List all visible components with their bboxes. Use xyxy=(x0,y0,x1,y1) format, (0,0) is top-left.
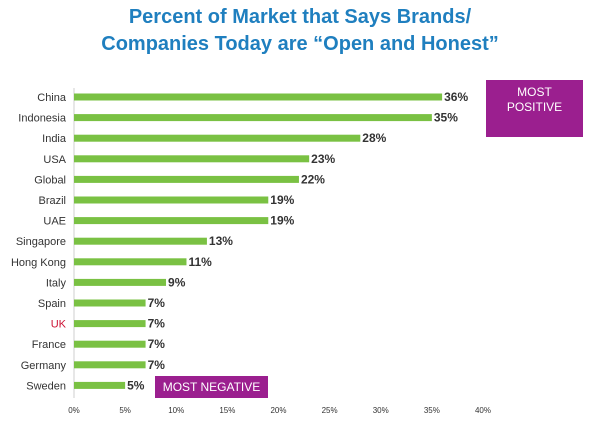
value-label: 7% xyxy=(148,296,166,310)
most-positive-line-2: POSITIVE xyxy=(506,100,563,114)
category-label: UK xyxy=(51,319,67,331)
value-label: 19% xyxy=(270,214,294,228)
x-tick-label: 35% xyxy=(424,406,440,415)
category-label: Brazil xyxy=(38,195,66,207)
title-line-2: Companies Today are “Open and Honest” xyxy=(101,33,499,55)
category-label: Spain xyxy=(38,298,66,310)
x-tick-label: 30% xyxy=(373,406,389,415)
value-label: 28% xyxy=(362,131,386,145)
value-label: 7% xyxy=(148,317,166,331)
value-label: 9% xyxy=(168,275,186,289)
category-label: Singapore xyxy=(16,236,66,248)
bar xyxy=(74,93,443,101)
category-label: UAE xyxy=(43,216,66,228)
x-tick-label: 15% xyxy=(219,406,235,415)
bar xyxy=(74,217,269,225)
bar xyxy=(74,320,146,328)
value-label: 7% xyxy=(148,337,166,351)
x-tick-label: 20% xyxy=(270,406,286,415)
x-tick-label: 5% xyxy=(119,406,131,415)
value-label: 11% xyxy=(188,255,212,269)
most-negative-callout: MOST NEGATIVE xyxy=(155,376,268,398)
x-tick-label: 40% xyxy=(475,406,491,415)
value-label: 19% xyxy=(270,193,294,207)
value-label: 22% xyxy=(301,172,325,186)
bar xyxy=(74,134,361,142)
bar xyxy=(74,258,187,266)
value-label: 35% xyxy=(434,111,458,125)
title-line-1: Percent of Market that Says Brands/ xyxy=(128,6,472,28)
most-positive-line-1: MOST xyxy=(517,85,552,99)
category-label: China xyxy=(37,92,67,104)
category-label: Hong Kong xyxy=(11,257,66,269)
category-label: Indonesia xyxy=(18,113,67,125)
bar xyxy=(74,278,167,286)
bar xyxy=(74,114,432,122)
bar xyxy=(74,175,299,183)
x-tick-label: 10% xyxy=(168,406,184,415)
bar xyxy=(74,361,146,369)
value-label: 23% xyxy=(311,152,335,166)
category-label: Global xyxy=(34,174,66,186)
category-label: India xyxy=(42,133,67,145)
category-label: Italy xyxy=(46,277,67,289)
value-label: 7% xyxy=(148,358,166,372)
category-label: Germany xyxy=(21,360,67,372)
bar xyxy=(74,381,126,389)
x-tick-label: 25% xyxy=(322,406,338,415)
category-label: Sweden xyxy=(26,380,66,392)
category-label: France xyxy=(32,339,66,351)
value-label: 36% xyxy=(444,90,468,104)
value-label: 5% xyxy=(127,378,145,392)
bar xyxy=(74,237,207,245)
chart-title: Percent of Market that Says Brands/ Comp… xyxy=(0,4,600,58)
most-positive-callout: MOST POSITIVE xyxy=(486,80,583,137)
x-tick-label: 0% xyxy=(68,406,80,415)
bar xyxy=(74,340,146,348)
bar xyxy=(74,155,310,163)
value-label: 13% xyxy=(209,234,233,248)
category-label: USA xyxy=(43,154,66,166)
bar xyxy=(74,196,269,204)
bar xyxy=(74,299,146,307)
